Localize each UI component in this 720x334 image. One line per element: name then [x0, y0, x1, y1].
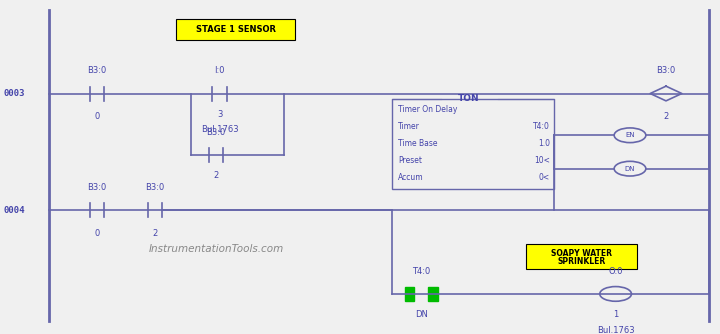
Text: 2: 2: [663, 112, 669, 121]
Text: Time Base: Time Base: [398, 139, 438, 148]
Text: T4:0: T4:0: [534, 122, 550, 131]
Text: STAGE 1 SENSOR: STAGE 1 SENSOR: [196, 25, 276, 34]
Text: 1.0: 1.0: [538, 139, 550, 148]
Text: 0: 0: [94, 229, 100, 238]
Text: Bul.1763: Bul.1763: [597, 326, 634, 334]
Text: B3:0: B3:0: [207, 128, 225, 137]
Text: 0: 0: [94, 112, 100, 121]
Text: T4:0: T4:0: [412, 267, 431, 276]
Text: 0003: 0003: [4, 89, 25, 98]
Text: B3:0: B3:0: [145, 183, 164, 192]
Text: DN: DN: [415, 310, 428, 319]
Text: EN: EN: [625, 132, 635, 138]
Text: TON: TON: [458, 94, 480, 103]
Text: Accum: Accum: [398, 173, 424, 182]
Text: B3:0: B3:0: [657, 66, 675, 75]
Text: B3:0: B3:0: [88, 66, 107, 75]
Text: 1: 1: [613, 310, 618, 319]
Text: I:0: I:0: [215, 66, 225, 75]
Text: B3:0: B3:0: [88, 183, 107, 192]
Text: 0004: 0004: [4, 206, 25, 215]
Text: 2: 2: [152, 229, 158, 238]
Text: Timer On Delay: Timer On Delay: [398, 105, 457, 114]
Text: 2: 2: [213, 171, 219, 180]
Bar: [428, 287, 438, 301]
Text: DN: DN: [625, 166, 635, 172]
FancyBboxPatch shape: [176, 19, 295, 40]
Text: SPRINKLER: SPRINKLER: [557, 258, 606, 266]
Text: 0<: 0<: [539, 173, 550, 182]
Bar: [405, 287, 414, 301]
Text: Timer: Timer: [398, 122, 420, 131]
Text: InstrumentationTools.com: InstrumentationTools.com: [148, 244, 284, 254]
Text: 3: 3: [217, 110, 222, 119]
Text: O:0: O:0: [608, 267, 623, 276]
Text: Preset: Preset: [398, 156, 422, 165]
Text: Bul.1763: Bul.1763: [201, 125, 238, 134]
FancyBboxPatch shape: [526, 244, 637, 269]
Text: 10<: 10<: [534, 156, 550, 165]
Text: SOAPY WATER: SOAPY WATER: [551, 249, 612, 258]
FancyBboxPatch shape: [392, 99, 554, 189]
